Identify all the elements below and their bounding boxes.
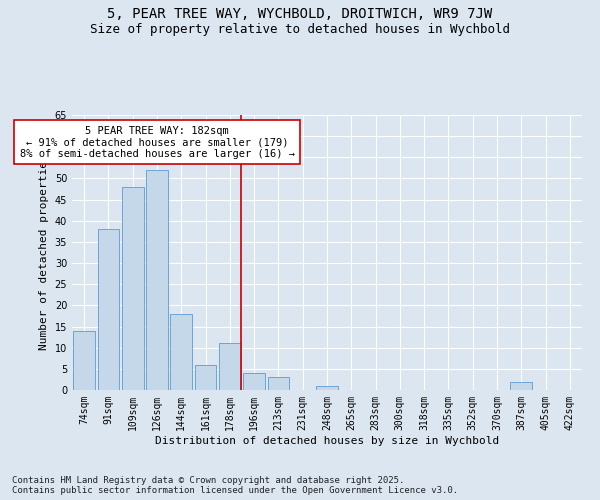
Bar (511, 382, 532, 390)
Bar (219, 344, 241, 390)
Bar (170, 314, 192, 390)
Text: 5 PEAR TREE WAY: 182sqm
← 91% of detached houses are smaller (179)
8% of semi-de: 5 PEAR TREE WAY: 182sqm ← 91% of detache… (19, 126, 295, 159)
Text: 5, PEAR TREE WAY, WYCHBOLD, DROITWICH, WR9 7JW: 5, PEAR TREE WAY, WYCHBOLD, DROITWICH, W… (107, 8, 493, 22)
Bar (243, 373, 265, 390)
X-axis label: Distribution of detached houses by size in Wychbold: Distribution of detached houses by size … (155, 436, 499, 446)
Bar (122, 187, 143, 390)
Bar (268, 378, 289, 390)
Bar (97, 229, 119, 390)
Bar (194, 364, 217, 390)
Bar (146, 170, 168, 390)
Y-axis label: Number of detached properties: Number of detached properties (39, 154, 49, 350)
Text: Size of property relative to detached houses in Wychbold: Size of property relative to detached ho… (90, 22, 510, 36)
Bar (316, 386, 338, 390)
Text: Contains HM Land Registry data © Crown copyright and database right 2025.
Contai: Contains HM Land Registry data © Crown c… (12, 476, 458, 495)
Bar (73, 331, 95, 390)
